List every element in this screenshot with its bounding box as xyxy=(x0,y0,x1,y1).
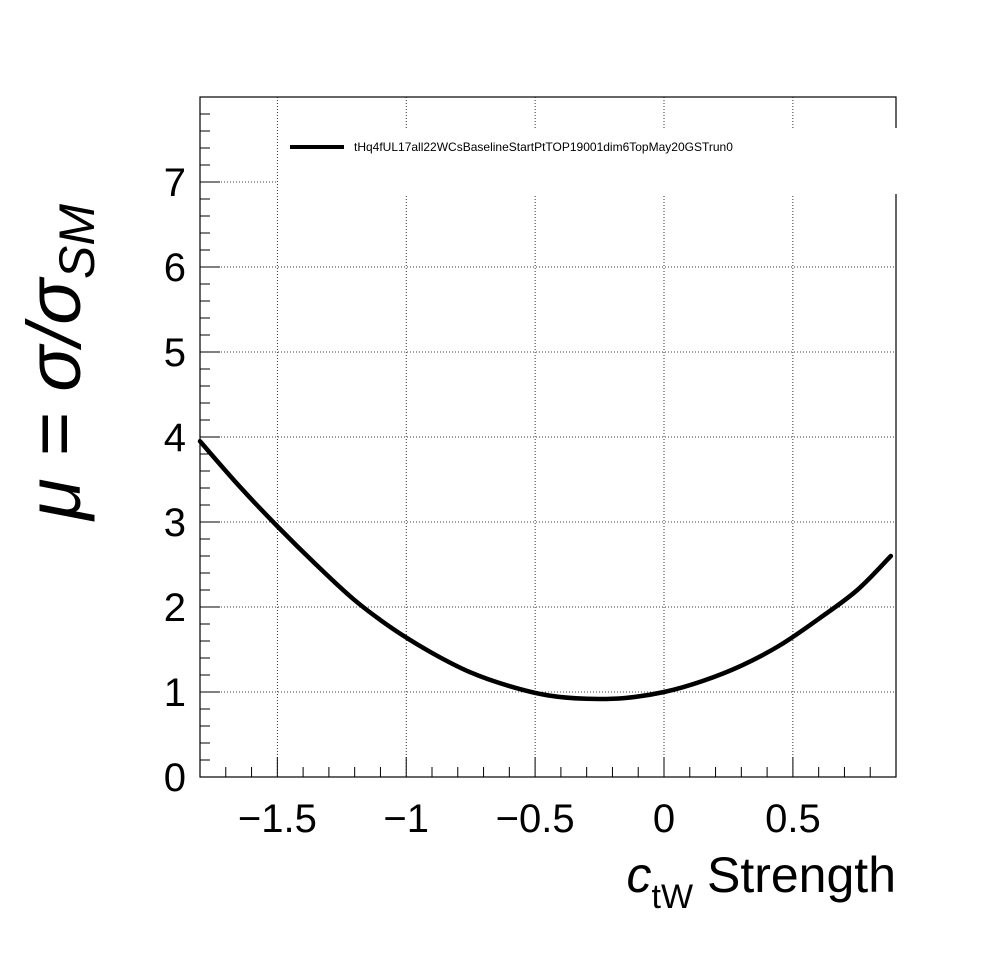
y-tick-label: 6 xyxy=(164,246,186,290)
x-axis-title-suffix: Strength xyxy=(693,847,896,903)
plot-frame xyxy=(199,96,897,778)
series-line xyxy=(197,439,894,702)
legend-box xyxy=(278,128,898,194)
y-tick-label: 1 xyxy=(164,671,186,715)
y-tick-labels: 0 1 2 3 4 5 6 7 xyxy=(164,161,186,800)
y-axis-title-sub: SM xyxy=(49,204,105,279)
x-tick-label: −1.5 xyxy=(238,797,317,841)
y-tick-label: 5 xyxy=(164,331,186,375)
x-tick-label: 0 xyxy=(653,797,675,841)
legend: tHq4fUL17all22WCsBaselineStartPtTOP19001… xyxy=(278,128,898,194)
series-layer xyxy=(197,439,894,702)
x-tick-label: −0.5 xyxy=(496,797,575,841)
y-axis-title-main: μ = σ/σ xyxy=(12,276,97,522)
y-tick-label: 2 xyxy=(164,586,186,630)
y-tick-label: 0 xyxy=(164,756,186,800)
y-tick-label: 3 xyxy=(164,501,186,545)
y-axis-title: μ = σ/σSM xyxy=(12,204,105,522)
x-tick-labels: −1.5 −1 −0.5 0 0.5 xyxy=(238,797,821,841)
y-tick-label: 4 xyxy=(164,416,186,460)
x-axis-title-sub: tW xyxy=(652,878,694,916)
y-tick-label: 7 xyxy=(164,161,186,205)
x-axis-title-main: c xyxy=(627,847,652,903)
x-axis-title: ctW Strength xyxy=(627,847,896,916)
x-tick-label: 0.5 xyxy=(765,797,821,841)
legend-label: tHq4fUL17all22WCsBaselineStartPtTOP19001… xyxy=(354,140,733,154)
x-tick-label: −1 xyxy=(383,797,429,841)
